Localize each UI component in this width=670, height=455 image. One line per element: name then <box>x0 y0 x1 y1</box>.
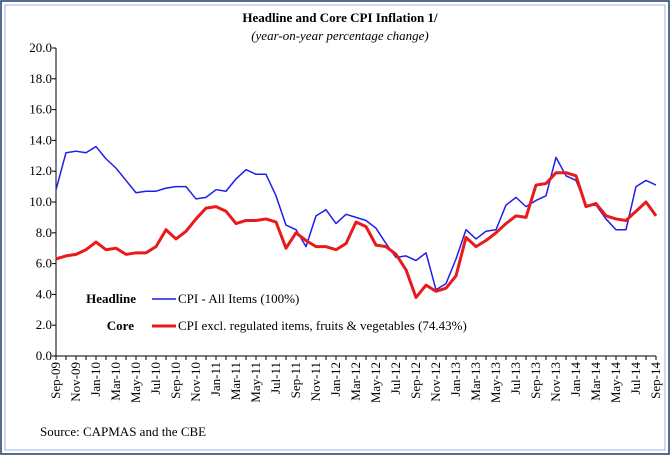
x-tick-label: Mar-14 <box>588 362 603 401</box>
x-tick-label: May-13 <box>488 362 503 403</box>
x-tick-label: Jan-13 <box>448 362 463 397</box>
y-tick-label: 14.0 <box>29 132 52 147</box>
x-tick-label: Mar-13 <box>468 362 483 401</box>
x-tick-label: Sep-10 <box>168 362 183 399</box>
y-tick-label: 10.0 <box>29 194 52 209</box>
chart-title: Headline and Core CPI Inflation 1/ <box>242 10 438 25</box>
legend-group-label: Core <box>107 318 134 333</box>
x-tick-label: Nov-10 <box>188 362 203 402</box>
y-tick-label: 8.0 <box>36 225 52 240</box>
x-tick-label: Jul-10 <box>148 362 163 395</box>
x-tick-label: Jul-11 <box>268 362 283 394</box>
x-tick-label: Jan-11 <box>208 362 223 396</box>
x-tick-label: Jan-14 <box>568 362 583 397</box>
x-tick-label: Sep-13 <box>528 362 543 399</box>
y-tick-label: 4.0 <box>36 286 52 301</box>
x-tick-label: Nov-09 <box>68 362 83 402</box>
y-tick-label: 16.0 <box>29 102 52 117</box>
y-tick-label: 2.0 <box>36 317 52 332</box>
chart-subtitle: (year-on-year percentage change) <box>251 28 429 43</box>
series-line <box>55 145 657 291</box>
source: Source: CAPMAS and the CBE <box>40 424 206 439</box>
legend-label: CPI - All Items (100%) <box>178 291 299 306</box>
y-tick-label: 18.0 <box>29 71 52 86</box>
x-tick-label: Mar-10 <box>108 362 123 401</box>
x-tick-label: Jan-12 <box>328 362 343 397</box>
legend-label: CPI excl. regulated items, fruits & vege… <box>178 318 467 333</box>
x-tick-label: May-11 <box>248 362 263 403</box>
y-tick-label: 20.0 <box>29 40 52 55</box>
x-tick-label: Nov-11 <box>308 362 323 401</box>
legend-group-label: Headline <box>86 291 136 306</box>
x-tick-label: May-10 <box>128 362 143 403</box>
x-tick-label: Nov-12 <box>428 362 443 402</box>
x-tick-label: Jul-14 <box>628 362 643 395</box>
x-tick-label: Sep-14 <box>648 362 663 399</box>
x-tick-label: Sep-12 <box>408 362 423 399</box>
series-line <box>55 171 658 299</box>
y-tick-label: 12.0 <box>29 163 52 178</box>
x-tick-label: Jan-10 <box>88 362 103 397</box>
y-tick-label: 0.0 <box>36 348 52 363</box>
y-tick-label: 6.0 <box>36 256 52 271</box>
inner-frame <box>4 4 666 451</box>
x-tick-label: May-12 <box>368 362 383 403</box>
x-tick-label: Jul-13 <box>508 362 523 395</box>
x-tick-label: May-14 <box>608 362 623 404</box>
x-tick-label: Mar-12 <box>348 362 363 401</box>
x-tick-label: Sep-09 <box>48 362 63 399</box>
x-tick-label: Jul-12 <box>388 362 403 395</box>
x-tick-label: Sep-11 <box>288 362 303 398</box>
x-tick-label: Mar-11 <box>228 362 243 400</box>
x-tick-label: Nov-13 <box>548 362 563 402</box>
